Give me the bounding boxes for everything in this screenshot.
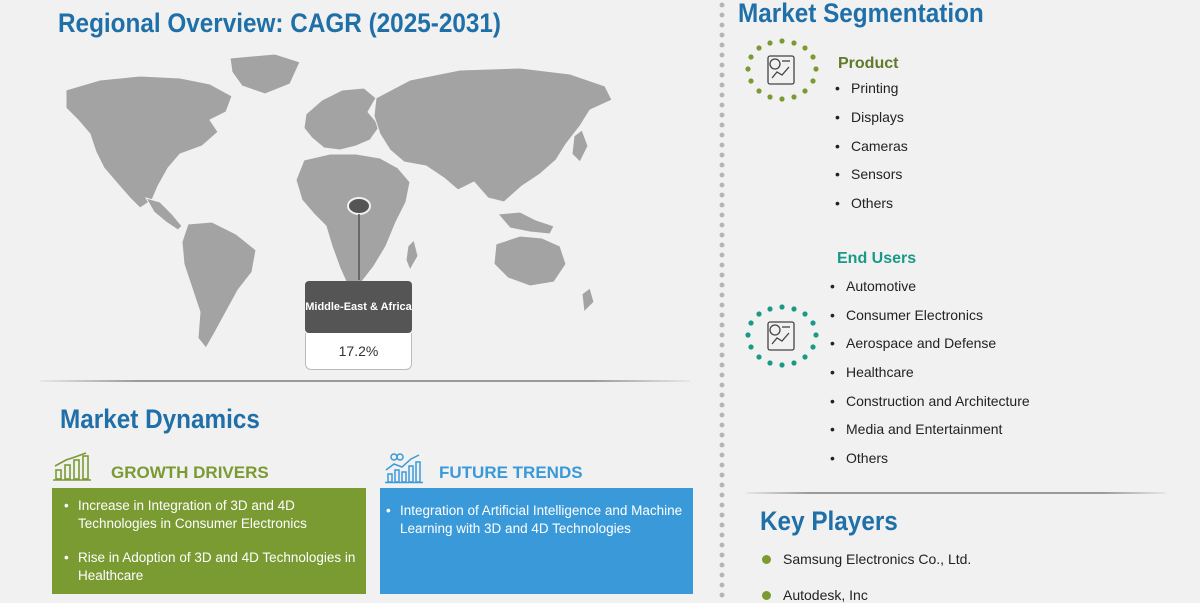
end-user-item: Others [830,444,1090,473]
dynamics-title: Market Dynamics [60,404,260,434]
bullet-dot-icon [762,554,771,564]
regional-divider [40,380,690,382]
africa-shape [295,153,411,287]
product-item: Others [835,189,1035,218]
key-player-name: Samsung Electronics Co., Ltd. [783,551,972,567]
trend-chart-icon [385,453,423,484]
key-player-row: Autodesk, Inc [762,587,868,603]
japan-shape [571,129,589,163]
product-item: Sensors [835,160,1035,189]
segmentation-title: Market Segmentation [738,0,984,28]
australia-shape [493,235,567,287]
vertical-divider [719,0,725,600]
product-item: Cameras [835,132,1035,161]
product-item: Displays [835,103,1035,132]
end-user-item: Construction and Architecture [830,387,1090,416]
southeast-asia-shape [496,211,555,235]
key-player-row: Samsung Electronics Co., Ltd. [762,551,971,567]
trend-item: Integration of Artificial Intelligence a… [382,502,683,538]
central-america-shape [144,197,183,231]
greenland-shape [229,53,301,95]
end-users-heading: End Users [837,250,917,267]
europe-shape [303,87,381,151]
asia-shape [373,67,613,203]
key-players-title: Key Players [760,506,898,536]
future-trends-box: Integration of Artificial Intelligence a… [380,488,693,594]
new-zealand-shape [581,287,595,314]
north-america-shape [65,75,233,209]
future-trends-heading: FUTURE TRENDS [439,463,583,482]
callout-region-label: Middle-East & Africa [305,281,412,333]
south-america-shape [181,221,257,349]
key-player-name: Autodesk, Inc [783,587,868,603]
enduser-chart-icon [745,304,819,368]
end-user-item: Healthcare [830,358,1090,387]
end-user-item: Automotive [830,272,1090,301]
driver-item: Rise in Adoption of 3D and 4D Technologi… [60,549,356,585]
product-heading: Product [838,55,899,72]
region-marker[interactable] [347,197,371,215]
product-chart-icon [745,38,819,102]
growth-bars-icon [53,452,91,481]
driver-item: Increase in Integration of 3D and 4D Tec… [60,497,356,533]
world-map [65,53,613,349]
product-item: Printing [835,74,1035,103]
madagascar-shape [405,239,419,272]
end-users-list: Automotive Consumer Electronics Aerospac… [830,272,1090,473]
end-user-item: Media and Entertainment [830,415,1090,444]
end-user-item: Aerospace and Defense [830,329,1090,358]
bullet-dot-icon [762,590,771,600]
growth-drivers-heading: GROWTH DRIVERS [111,463,269,482]
end-user-item: Consumer Electronics [830,301,1090,330]
segmentation-divider [746,492,1166,494]
growth-drivers-box: Increase in Integration of 3D and 4D Tec… [52,488,366,594]
callout-cagr-value: 17.2% [305,333,412,370]
regional-title: Regional Overview: CAGR (2025-2031) [58,8,501,38]
product-list: Printing Displays Cameras Sensors Others [835,74,1035,218]
